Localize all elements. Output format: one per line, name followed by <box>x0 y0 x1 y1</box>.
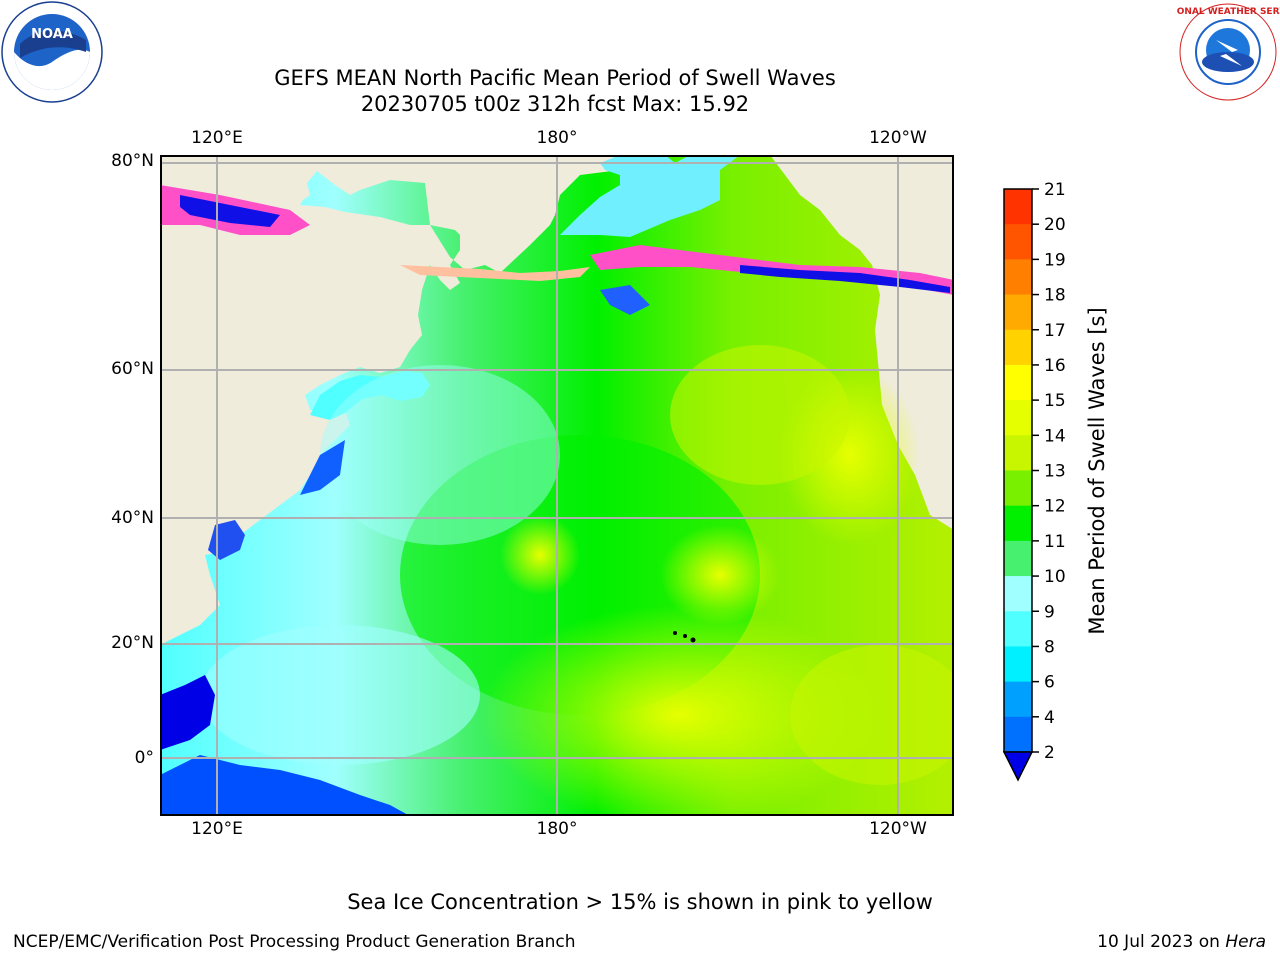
graticule <box>160 155 954 816</box>
south-china-sea-blue <box>160 675 215 750</box>
noaa-logo: NOAA <box>1 1 103 103</box>
svg-text:NATIONAL WEATHER SERVICE: NATIONAL WEATHER SERVICE <box>1176 7 1280 17</box>
colorbar-tick-label: 14 <box>1044 426 1066 446</box>
colorbar-segment <box>1004 329 1032 366</box>
colorbar-segment <box>1004 576 1032 612</box>
colorbar-tick-label: 6 <box>1044 673 1055 693</box>
colorbar-tick-label: 20 <box>1044 215 1066 235</box>
lon-label-bottom-120e: 120°E <box>191 819 243 839</box>
colorbar-segment <box>1004 716 1032 753</box>
colorbar-tick-label: 12 <box>1044 497 1066 517</box>
colorbar-tick-label: 9 <box>1044 602 1055 622</box>
colorbar-segment <box>1004 611 1032 647</box>
lat-label-20n: 20°N <box>111 633 154 653</box>
bering-sea <box>560 155 740 237</box>
lat-label-40n: 40°N <box>111 508 154 528</box>
colorbar-tick-label: 4 <box>1044 708 1055 728</box>
colorbar-segment <box>1004 400 1032 436</box>
noaa-logo-text: NOAA <box>31 27 73 42</box>
colorbar-segment <box>1004 470 1032 507</box>
colorbar-tick-label: 13 <box>1044 462 1066 482</box>
colorbar-tick-label: 11 <box>1044 532 1066 552</box>
colorbar-tick-label: 10 <box>1044 567 1066 587</box>
sea-ice-blue <box>180 195 280 227</box>
colorbar: 21 20 19 18 17 16 15 14 13 12 11 10 9 8 6 4 2 <box>1002 180 1066 782</box>
colorbar-label: Mean Period of Swell Waves [s] <box>1085 307 1109 635</box>
lat-label-60n: 60°N <box>111 359 154 379</box>
colorbar-tick-label: 15 <box>1044 391 1066 411</box>
lon-label-top-120w: 120°W <box>869 128 927 148</box>
lat-label-0: 0° <box>134 748 154 768</box>
lon-label-bottom-120w: 120°W <box>869 819 927 839</box>
colorbar-tick-label: 17 <box>1044 321 1066 341</box>
bering-coast-blue <box>600 285 650 315</box>
colorbar-segment <box>1004 646 1032 683</box>
colorbar-segment <box>1004 294 1032 331</box>
colorbar-segment <box>1004 259 1032 296</box>
swell-period-map <box>160 155 954 816</box>
chart-title: GEFS MEAN North Pacific Mean Period of S… <box>274 66 836 90</box>
okhotsk-sea <box>310 371 430 420</box>
colorbar-segment <box>1004 681 1032 718</box>
colorbar-segment <box>1004 224 1032 260</box>
footer-date: 10 Jul 2023 on Hera <box>1097 932 1266 952</box>
sea-ice-note-text: Sea Ice Concentration > 15% is shown in … <box>347 890 933 914</box>
colorbar-segment <box>1004 540 1032 577</box>
colorbar-segment <box>1004 435 1032 471</box>
colorbar-tick-label: 19 <box>1044 250 1066 270</box>
indonesia-blue <box>160 755 410 816</box>
colorbar-tick-label: 2 <box>1044 743 1055 763</box>
colorbar-tick-label: 16 <box>1044 356 1066 376</box>
map-border <box>160 155 954 816</box>
colorbar-tick-label: 8 <box>1044 637 1055 657</box>
colorbar-tick-label: 21 <box>1044 180 1066 200</box>
footer-date-text: 10 Jul 2023 on <box>1097 932 1226 952</box>
colorbar-tick-label: 18 <box>1044 286 1066 306</box>
yellow-sea-blue <box>300 440 345 495</box>
footer-host: Hera <box>1225 932 1266 952</box>
colorbar-extend-arrow <box>1002 751 1034 782</box>
nws-logo: NATIONAL WEATHER SERVICE <box>1176 3 1280 101</box>
lon-label-top-180: 180° <box>536 128 578 148</box>
footer-credit: NCEP/EMC/Verification Post Processing Pr… <box>13 932 576 952</box>
lon-label-top-120e: 120°E <box>191 128 243 148</box>
sea-ice-note: Sea Ice Concentration > 15% is shown in … <box>0 890 1280 914</box>
colorbar-segment <box>1004 364 1032 401</box>
lon-label-bottom-180: 180° <box>536 819 578 839</box>
colorbar-segment <box>1004 189 1032 225</box>
chart-subtitle: 20230705 t00z 312h fcst Max: 15.92 <box>360 92 750 116</box>
colorbar-segment <box>1004 505 1032 542</box>
lat-label-80n: 80°N <box>111 151 154 171</box>
